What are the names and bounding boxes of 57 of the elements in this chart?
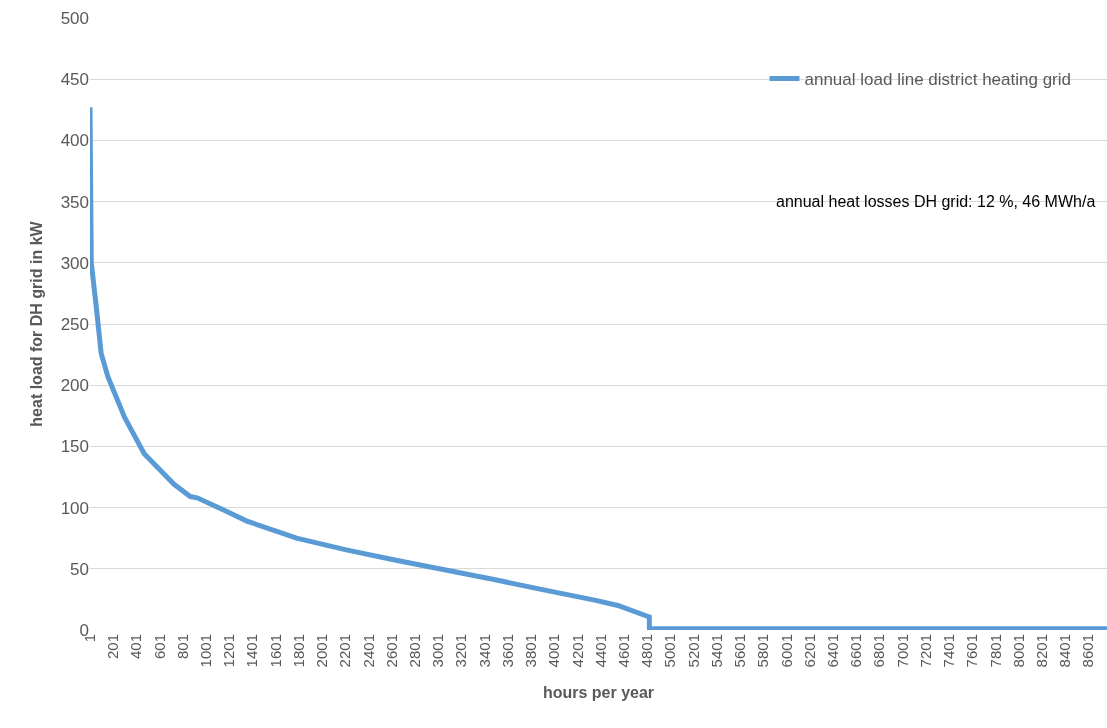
x-tick-label: 6201 bbox=[800, 634, 818, 668]
x-tick-label: 1401 bbox=[243, 634, 261, 668]
x-tick-label: 8401 bbox=[1056, 634, 1074, 668]
x-tick-label: 7401 bbox=[940, 634, 958, 668]
x-tick-label: 5601 bbox=[731, 634, 749, 668]
x-tick-label: 6801 bbox=[870, 634, 888, 668]
x-tick-label: 3401 bbox=[475, 634, 493, 668]
x-tick-label: 2801 bbox=[405, 634, 423, 668]
y-tick-label: 100 bbox=[60, 498, 89, 518]
x-tick-label: 3801 bbox=[522, 634, 540, 668]
x-tick-label: 3201 bbox=[452, 634, 470, 668]
x-tick-label: 4601 bbox=[614, 634, 632, 668]
x-tick-label: 2401 bbox=[359, 634, 377, 668]
x-tick-label: 4801 bbox=[638, 634, 656, 668]
y-tick-label: 200 bbox=[60, 376, 89, 396]
y-tick-label: 450 bbox=[60, 70, 89, 90]
x-tick-label: 5801 bbox=[754, 634, 772, 668]
x-tick-label: 6601 bbox=[847, 634, 865, 668]
x-tick-label: 1201 bbox=[220, 634, 238, 668]
x-tick-label: 1001 bbox=[196, 634, 214, 668]
y-tick-label: 400 bbox=[60, 131, 89, 151]
x-tick-label: 1601 bbox=[266, 634, 284, 668]
x-tick-label: 6001 bbox=[777, 634, 795, 668]
x-tick-label: 8001 bbox=[1009, 634, 1027, 668]
y-tick-label: 350 bbox=[60, 192, 89, 212]
x-tick-label: 1801 bbox=[289, 634, 307, 668]
x-tick-label: 4001 bbox=[545, 634, 563, 668]
y-tick-label: 50 bbox=[70, 559, 89, 579]
x-tick-label: 4401 bbox=[591, 634, 609, 668]
x-tick-label: 2601 bbox=[382, 634, 400, 668]
x-tick-label: 7001 bbox=[893, 634, 911, 668]
x-tick-label: 5401 bbox=[707, 634, 725, 668]
x-tick-label: 5001 bbox=[661, 634, 679, 668]
annotation: annual heat losses DH grid: 12 %, 46 MWh/a bbox=[776, 193, 1096, 210]
x-axis-title: hours per year bbox=[542, 684, 655, 702]
x-tick-label: 7601 bbox=[963, 634, 981, 668]
x-tick-label: 601 bbox=[150, 634, 168, 660]
x-tick-label: 2001 bbox=[313, 634, 331, 668]
x-tick-label: 7801 bbox=[986, 634, 1004, 668]
x-tick-label: 801 bbox=[173, 634, 191, 660]
x-tick-label: 201 bbox=[104, 634, 122, 660]
y-tick-label: 300 bbox=[60, 253, 89, 273]
x-tick-label: 6401 bbox=[823, 634, 841, 668]
y-axis-title: heat load for DH grid in kW bbox=[27, 220, 45, 427]
y-tick-label: 150 bbox=[60, 437, 89, 457]
y-tick-label: 500 bbox=[60, 8, 89, 28]
x-tick-label: 3001 bbox=[429, 634, 447, 668]
y-tick-label: 250 bbox=[60, 314, 89, 334]
x-tick-label: 401 bbox=[127, 634, 145, 660]
x-tick-label: 2201 bbox=[336, 634, 354, 668]
x-tick-label: 8601 bbox=[1079, 634, 1097, 668]
x-tick-label: 3601 bbox=[498, 634, 516, 668]
x-tick-label: 8201 bbox=[1032, 634, 1050, 668]
x-tick-label: 5201 bbox=[684, 634, 702, 668]
x-tick-label: 4201 bbox=[568, 634, 586, 668]
x-tick-label: 7201 bbox=[916, 634, 934, 668]
legend-label: annual load line district heating grid bbox=[804, 70, 1072, 90]
